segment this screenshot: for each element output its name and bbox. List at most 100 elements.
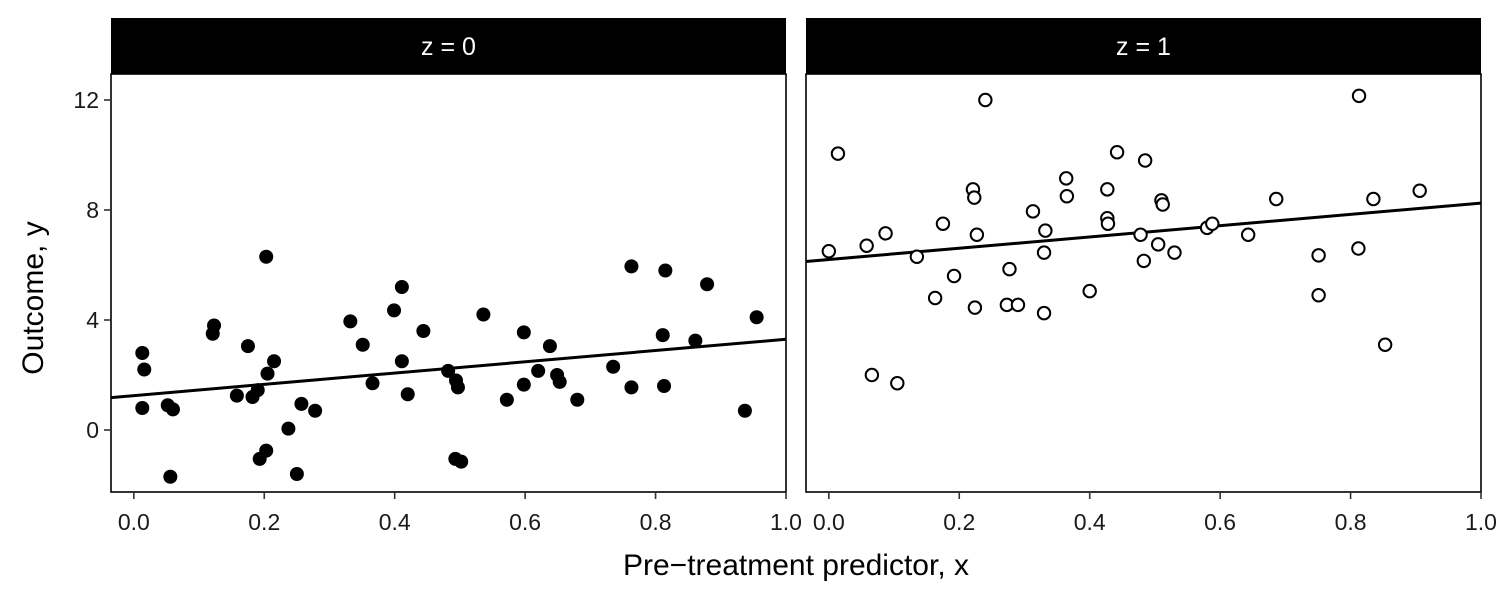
facet-panel-1: z = 1 0.0 0.2 0.4 0.6 0.8 1.0 <box>805 18 1497 535</box>
data-point <box>688 333 703 348</box>
data-point <box>135 346 150 360</box>
data-point <box>205 326 220 341</box>
data-point <box>1059 189 1075 204</box>
facet-strip-label: z = 1 <box>1116 33 1171 61</box>
data-point <box>737 403 752 418</box>
data-point <box>1036 245 1052 260</box>
data-point <box>657 379 672 393</box>
data-point <box>454 454 469 469</box>
y-tick-label: 4 <box>86 307 99 333</box>
x-tick-label: 0.4 <box>1074 509 1106 535</box>
x-tick-label: 0.8 <box>640 509 672 535</box>
data-point <box>1311 248 1326 263</box>
x-tick-label: 0.0 <box>118 509 150 535</box>
data-point <box>1038 223 1053 238</box>
data-point <box>624 380 639 395</box>
y-tick-label: 0 <box>86 417 99 443</box>
data-point <box>165 402 180 417</box>
data-point <box>1311 288 1326 303</box>
data-point <box>260 366 275 381</box>
data-point <box>821 244 837 259</box>
y-tick-label: 8 <box>86 197 99 223</box>
data-point <box>281 421 296 436</box>
data-point <box>542 339 557 354</box>
data-point <box>400 387 415 402</box>
data-point <box>229 388 244 403</box>
data-point <box>343 314 358 329</box>
data-point <box>1025 204 1041 219</box>
data-point <box>1366 191 1381 207</box>
data-point <box>1137 153 1153 168</box>
facet-panel-0: z = 0 0.0 0.2 0.4 0.6 0.8 1.0 0 4 8 12 <box>73 18 802 535</box>
data-point <box>1100 182 1115 197</box>
x-tick-label: 0.6 <box>509 509 541 535</box>
data-point <box>1059 171 1074 186</box>
data-point <box>289 467 304 481</box>
data-point <box>655 328 670 343</box>
facet-strip-background <box>111 18 786 74</box>
x-tick-label: 1.0 <box>1465 509 1497 535</box>
panel-border <box>110 73 787 493</box>
data-point <box>1351 241 1366 256</box>
y-axis-title: Outcome, y <box>17 221 50 374</box>
data-point <box>450 380 465 395</box>
data-point <box>658 263 673 278</box>
data-point <box>606 359 621 374</box>
data-point <box>969 227 985 242</box>
data-point <box>365 376 380 391</box>
data-point <box>135 401 150 415</box>
data-point <box>935 216 951 231</box>
data-point <box>909 249 925 264</box>
data-point <box>294 396 309 411</box>
data-point <box>878 226 893 241</box>
data-point <box>1240 227 1256 242</box>
y-tick-label: 12 <box>73 87 99 113</box>
data-point <box>864 367 880 383</box>
data-point <box>1109 145 1125 160</box>
x-tick-label: 0.6 <box>1204 509 1236 535</box>
data-point <box>859 238 874 253</box>
data-point <box>240 339 255 354</box>
panels-layer: z = 0 0.0 0.2 0.4 0.6 0.8 1.0 0 4 8 12 z = 1 0.0 0.2 0… <box>73 18 1497 535</box>
data-point <box>1351 88 1367 104</box>
data-point <box>516 325 531 340</box>
data-point <box>1136 253 1152 269</box>
x-tick-label: 0.2 <box>943 509 975 535</box>
data-point <box>1002 261 1017 277</box>
data-point <box>1155 197 1170 212</box>
data-point <box>624 259 639 274</box>
data-point <box>1377 337 1393 352</box>
data-point <box>163 469 178 484</box>
data-point <box>441 363 456 378</box>
data-point <box>967 190 982 205</box>
data-point <box>830 146 846 161</box>
data-point <box>978 92 993 108</box>
x-tick-label: 0.8 <box>1335 509 1367 535</box>
panel-border <box>805 73 1482 493</box>
facet-strip-background <box>806 18 1481 74</box>
data-point <box>394 280 409 294</box>
data-point <box>355 337 370 352</box>
data-point <box>1167 245 1182 260</box>
x-tick-label: 0.2 <box>248 509 280 535</box>
data-point <box>1412 183 1427 198</box>
data-point <box>531 363 546 378</box>
x-tick-label: 0.4 <box>379 509 411 535</box>
data-point <box>570 392 585 407</box>
data-point <box>259 443 274 458</box>
data-point <box>476 307 491 322</box>
data-point <box>890 376 905 391</box>
data-point <box>700 277 715 292</box>
facet-strip-label: z = 0 <box>421 33 476 61</box>
data-point <box>416 324 431 338</box>
data-point <box>516 377 531 392</box>
data-point <box>1036 305 1052 321</box>
data-point <box>1010 297 1026 313</box>
x-tick-label: 1.0 <box>770 509 802 535</box>
data-point <box>308 403 323 418</box>
data-point <box>552 374 567 389</box>
data-point <box>967 300 983 315</box>
data-point <box>1269 191 1284 207</box>
data-point <box>250 383 265 398</box>
